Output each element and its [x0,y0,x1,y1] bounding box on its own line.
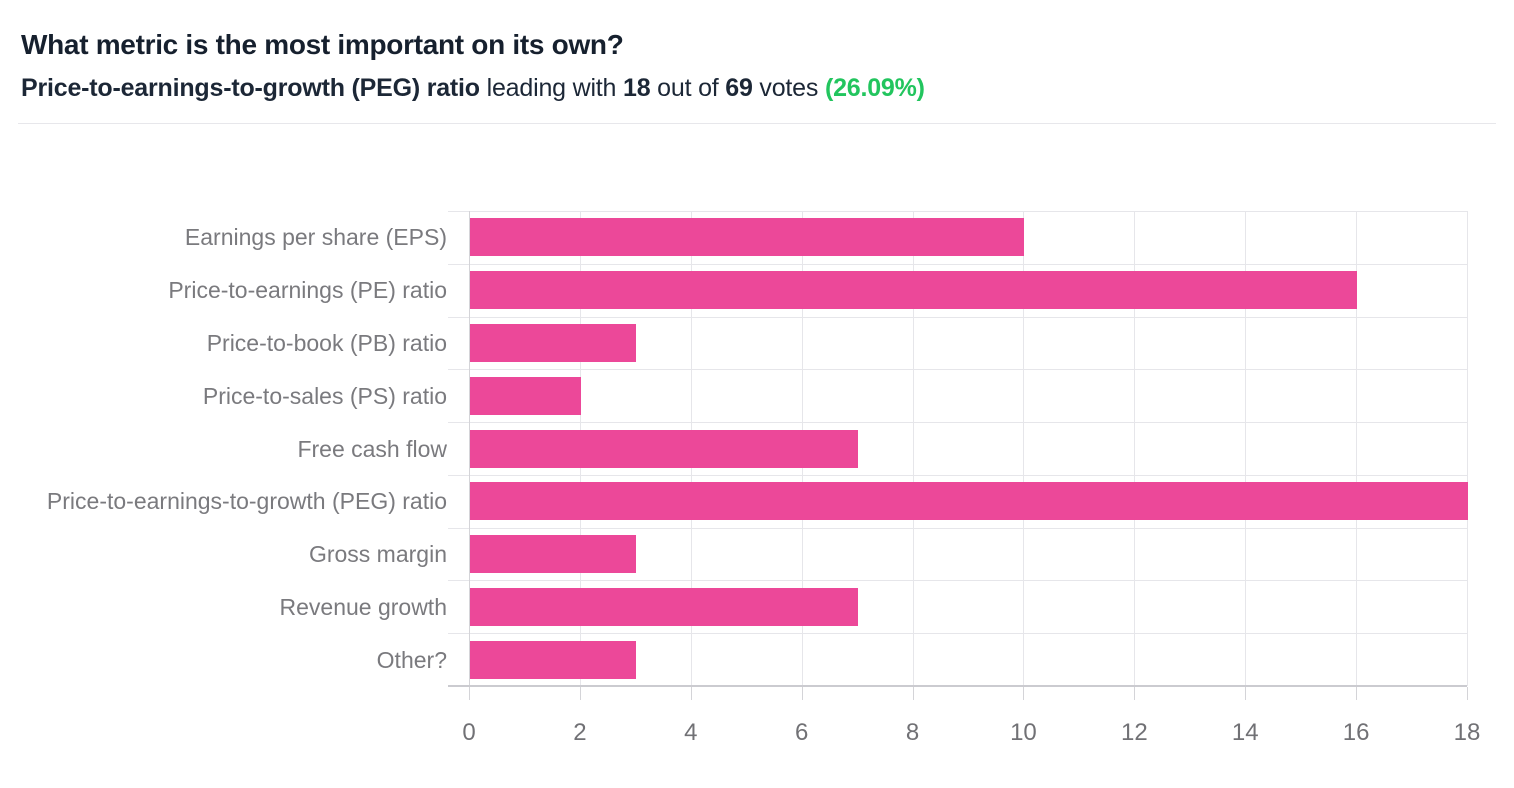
gridline-horizontal [448,211,1467,212]
gridline-horizontal [448,474,1467,476]
category-label: Price-to-sales (PS) ratio [202,382,447,409]
y-axis-line [469,211,470,686]
bar-2 [470,323,637,362]
x-axis-tick-label: 2 [573,719,587,746]
gridline-vertical [1356,211,1358,686]
leading-percentage: (26.09%) [824,74,925,102]
gridline-horizontal [448,422,1467,424]
category-axis-labels: Earnings per share (EPS) Price-to-earning… [0,211,447,686]
summary-text-2: out of [650,74,726,102]
gridline-vertical [912,211,914,686]
leading-option-label: Price-to-earnings-to-growth (PEG) ratio [21,74,480,102]
header-divider [18,123,1496,124]
gridline-horizontal [448,527,1467,529]
category-label: Price-to-earnings-to-growth (PEG) ratio [46,488,447,515]
category-label: Revenue growth [279,593,448,620]
gridline-vertical [1245,211,1247,686]
bar-chart-plot-area: 0 2 4 6 8 10 12 14 16 18 [448,211,1480,746]
category-label: Gross margin [308,541,447,568]
x-axis-tick [912,687,914,700]
bar-3 [470,376,581,415]
x-axis-tick [1467,687,1468,700]
leading-votes: 18 [623,74,651,102]
x-axis-tick-label: 18 [1453,719,1481,746]
bar-6 [470,535,637,574]
x-axis-tick-label: 8 [905,719,920,746]
x-axis-tick [1245,687,1247,700]
category-label: Free cash flow [297,435,447,462]
category-label: Earnings per share (EPS) [184,224,447,251]
bar-1 [470,271,1358,310]
x-axis-tick-label: 6 [794,719,809,746]
category-label: Price-to-book (PB) ratio [206,329,447,356]
x-axis-tick-label: 12 [1120,719,1148,746]
x-axis-tick-label: 4 [684,719,698,746]
category-label: Price-to-earnings (PE) ratio [168,277,447,304]
x-axis-tick-label: 10 [1010,719,1037,746]
gridline-horizontal [448,369,1467,371]
summary-text-1: leading with [479,74,623,102]
total-votes: 69 [725,74,753,102]
x-axis-line [448,685,1467,687]
x-axis-tick-label: 0 [462,719,476,746]
x-axis-tick [801,687,803,700]
gridline-vertical [1467,211,1468,686]
page-title: What metric is the most important on its… [21,29,624,60]
category-label: Other? [376,646,447,673]
bar-5 [470,482,1468,521]
gridline-vertical [1023,211,1025,686]
gridline-horizontal [448,316,1467,318]
bar-7 [470,587,859,626]
gridline-horizontal [448,580,1467,582]
x-axis-tick [1134,687,1136,700]
gridline-vertical [1134,211,1136,686]
bar-4 [470,429,859,468]
x-axis-tick-label: 14 [1231,719,1259,746]
x-axis-tick-label: 16 [1342,719,1370,746]
x-axis-tick [469,687,470,700]
poll-summary: Price-to-earnings-to-growth (PEG) ratio … [21,74,925,103]
summary-text-3: votes [752,74,825,102]
bar-0 [470,218,1025,257]
bar-8 [470,640,637,679]
gridline-horizontal [448,263,1467,265]
gridline-horizontal [448,633,1467,635]
x-axis-tick [1356,687,1358,700]
x-axis-tick [579,687,581,700]
x-axis-tick [1023,687,1025,700]
x-axis-tick [690,687,692,700]
